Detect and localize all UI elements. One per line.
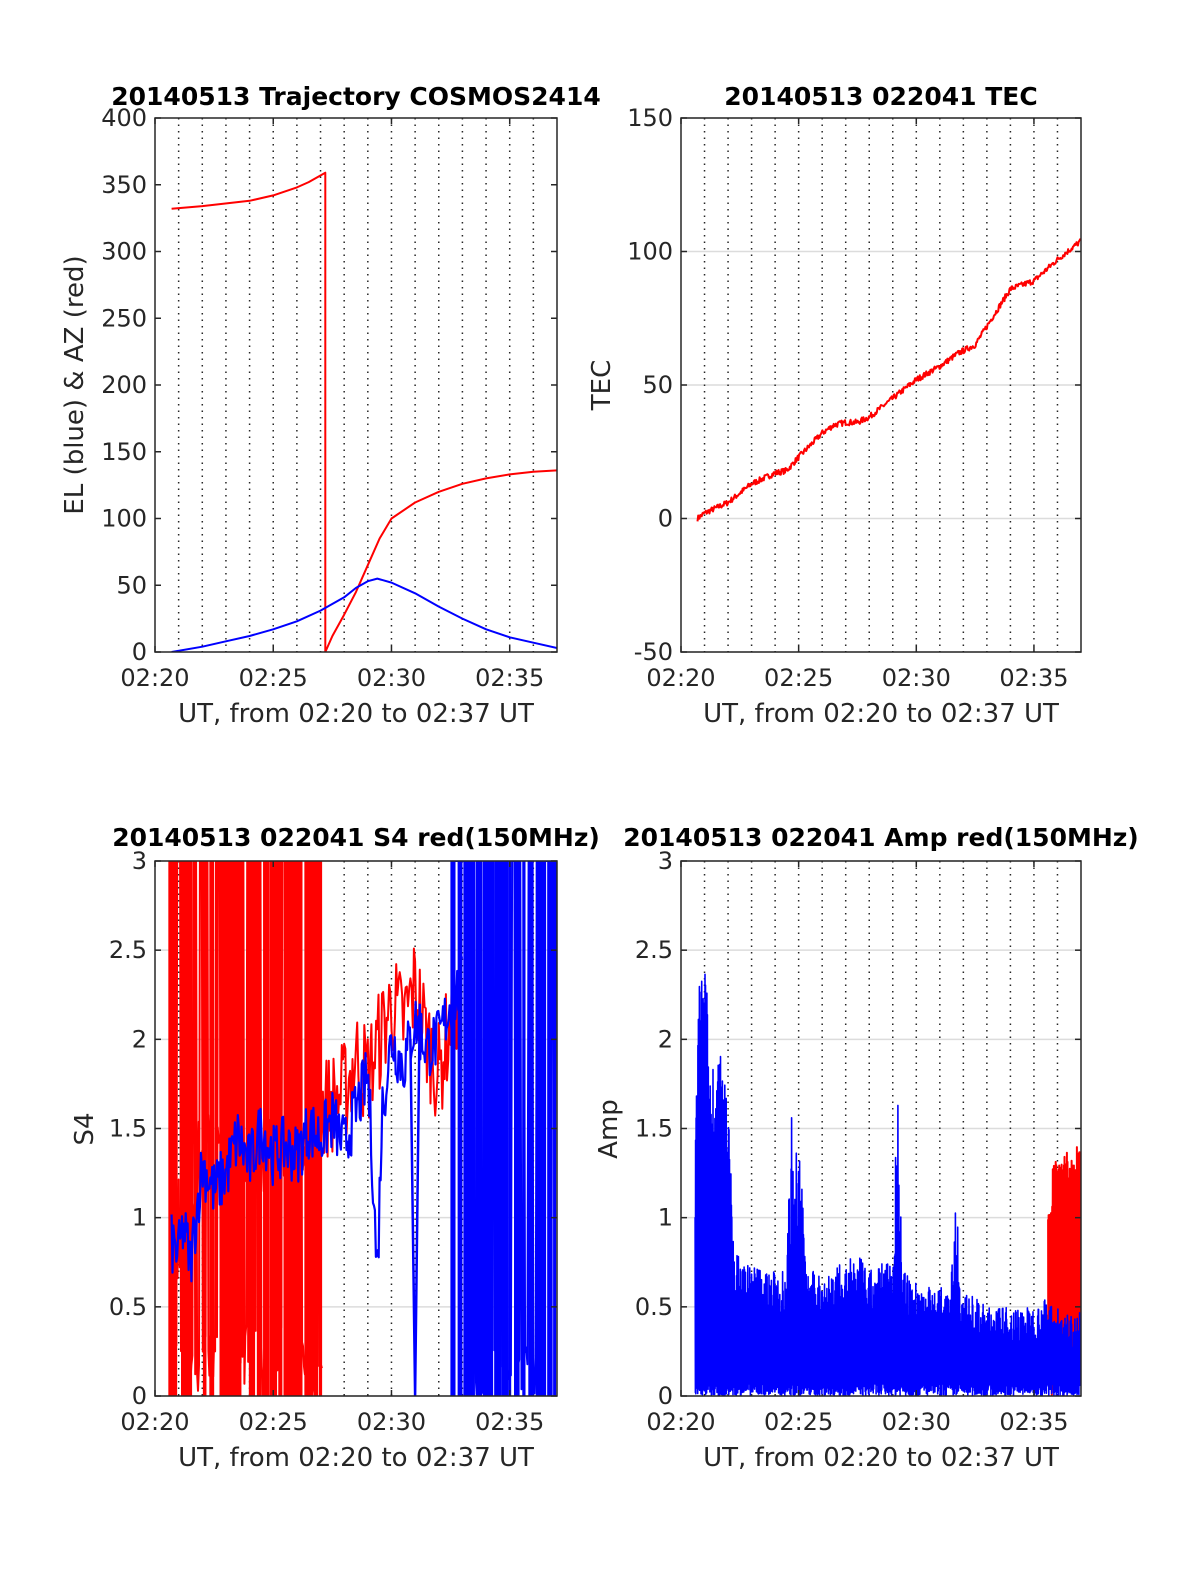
x-tick-label: 02:25 [239,664,308,692]
panel-s4: 20140513 022041 S4 red(150MHz) UT, from … [70,823,600,1473]
red-noise [171,861,323,1396]
y-tick-label: 50 [116,571,147,599]
x-tick-label: 02:35 [475,664,544,692]
y-tick-label: 350 [101,171,147,199]
panel-amp: 20140513 022041 Amp red(150MHz) UT, from… [594,823,1139,1473]
red-spike [168,861,178,1396]
blue-spike [508,861,512,1396]
series-az-red [171,171,557,652]
y-tick-label: 2 [132,1025,147,1053]
y-tick-label: 1.5 [635,1115,673,1143]
x-tick-label: 02:35 [475,1408,544,1436]
x-tick-label: 02:35 [999,664,1068,692]
x-tick-label: 02:35 [999,1408,1068,1436]
plot-data [694,973,1081,1396]
blue-noise [450,861,557,1396]
y-tick-label: 2.5 [109,936,147,964]
series-s4-red [170,947,463,1288]
y-axis-label: Amp [594,1099,624,1159]
y-tick-label: 1 [658,1204,673,1232]
series-tec-red [696,238,1081,522]
y-tick-label: 200 [101,371,147,399]
series-el-blue [171,577,557,652]
y-tick-label: 3 [658,847,673,875]
y-tick-label: 400 [101,104,147,132]
plot-data [168,861,557,1396]
y-tick-label: 1 [132,1204,147,1232]
panel-trajectory: 20140513 Trajectory COSMOS2414 UT, from … [60,82,601,729]
y-tick-label: 150 [101,438,147,466]
x-tick-label: 02:30 [882,1408,951,1436]
y-tick-label: 0 [658,1382,673,1410]
series-amp-red [1047,1146,1081,1396]
panel-title: 20140513 022041 Amp red(150MHz) [623,823,1139,852]
x-axis-label: UT, from 02:20 to 02:37 UT [178,1443,534,1473]
y-tick-label: 100 [101,505,147,533]
plot-data [696,238,1081,522]
plot-area [155,118,557,652]
x-axis-label: UT, from 02:20 to 02:37 UT [703,699,1059,729]
y-axis-label: TEC [587,360,617,411]
x-tick-label: 02:20 [646,664,715,692]
y-tick-label: 0 [658,505,673,533]
y-tick-label: 0 [132,638,147,666]
x-tick-label: 02:30 [357,1408,426,1436]
x-axis-label: UT, from 02:20 to 02:37 UT [178,699,534,729]
panel-title: 20140513 022041 S4 red(150MHz) [112,823,600,852]
y-tick-label: 250 [101,304,147,332]
y-tick-label: 100 [627,238,673,266]
y-tick-label: 50 [642,371,673,399]
series-amp-blue [694,973,1081,1396]
x-tick-label: 02:25 [764,1408,833,1436]
y-tick-label: 2.5 [635,936,673,964]
y-tick-label: 2 [658,1025,673,1053]
blue-spike [450,861,456,1396]
panel-title: 20140513 022041 TEC [724,82,1037,111]
x-tick-label: 02:20 [646,1408,715,1436]
x-tick-label: 02:25 [764,664,833,692]
x-tick-label: 02:30 [882,664,951,692]
y-tick-label: 0.5 [635,1293,673,1321]
y-axis-label: EL (blue) & AZ (red) [60,255,90,514]
y-tick-label: 300 [101,238,147,266]
blue-spike [482,861,490,1396]
x-tick-label: 02:30 [357,664,426,692]
y-tick-label: 150 [627,104,673,132]
blue-spike [468,861,475,1396]
y-tick-label: 0 [132,1382,147,1410]
panel-tec: 20140513 022041 TEC UT, from 02:20 to 02… [587,82,1082,729]
x-tick-label: 02:25 [239,1408,308,1436]
y-tick-label: -50 [634,638,673,666]
y-tick-label: 0.5 [109,1293,147,1321]
y-tick-label: 1.5 [109,1115,147,1143]
red-spike [263,861,270,1396]
plot-data [171,171,557,652]
y-axis-label: S4 [70,1112,100,1145]
panel-title: 20140513 Trajectory COSMOS2414 [111,82,601,111]
blue-dropout [409,1003,422,1396]
x-tick-label: 02:20 [120,664,189,692]
y-tick-label: 3 [132,847,147,875]
series-s4-blue [170,956,463,1283]
x-axis-label: UT, from 02:20 to 02:37 UT [703,1443,1059,1473]
x-tick-label: 02:20 [120,1408,189,1436]
